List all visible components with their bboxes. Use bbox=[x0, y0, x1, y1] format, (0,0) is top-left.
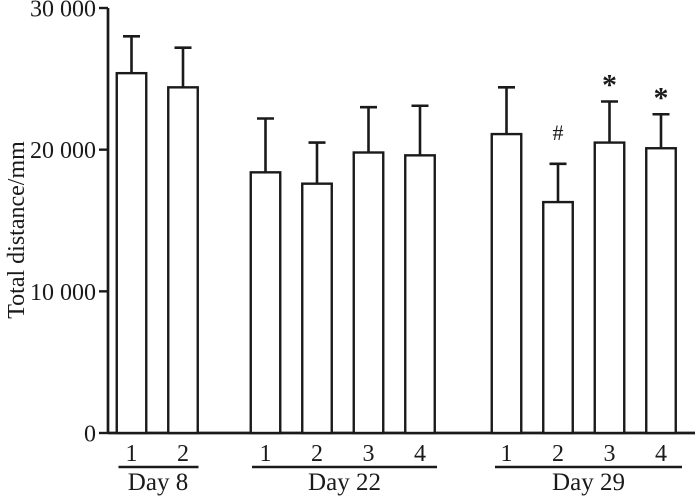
y-axis-title: Total distance/mm bbox=[4, 141, 30, 319]
bar-tick-label: 2 bbox=[311, 441, 323, 467]
bar-tick-label: 2 bbox=[552, 441, 564, 467]
significance-star: * bbox=[654, 81, 669, 114]
bar-tick-label: 1 bbox=[126, 441, 138, 467]
bar-tick-label: 4 bbox=[655, 441, 667, 467]
bar-day22-3 bbox=[352, 151, 385, 435]
bar-tick-label: 2 bbox=[177, 441, 189, 467]
bar-day29-2 bbox=[542, 200, 574, 435]
bar-day8-1 bbox=[115, 71, 148, 435]
bar-day29-3 bbox=[593, 141, 626, 435]
group-label: Day 29 bbox=[552, 469, 625, 496]
bar-day29-4 bbox=[645, 147, 677, 435]
significance-hash: # bbox=[553, 120, 564, 145]
bar-day22-4 bbox=[404, 154, 436, 435]
y-tick-label: 20 000 bbox=[30, 138, 96, 164]
bar-day22-1 bbox=[249, 171, 282, 435]
bar-tick-label: 3 bbox=[363, 441, 375, 467]
significance-star: * bbox=[602, 69, 617, 102]
bar-day22-2 bbox=[301, 182, 333, 435]
group-label: Day 8 bbox=[128, 469, 188, 496]
bar-tick-label: 3 bbox=[604, 441, 616, 467]
y-tick-label: 10 000 bbox=[30, 280, 96, 306]
bar-tick-label: 1 bbox=[260, 441, 272, 467]
y-tick-label: 0 bbox=[84, 422, 96, 448]
y-tick-label: 30 000 bbox=[30, 0, 96, 23]
bar-day29-1 bbox=[490, 132, 523, 435]
bar-tick-label: 4 bbox=[414, 441, 426, 467]
bar-tick-label: 1 bbox=[501, 441, 513, 467]
group-label: Day 22 bbox=[308, 469, 381, 496]
bar-day8-2 bbox=[167, 86, 199, 435]
